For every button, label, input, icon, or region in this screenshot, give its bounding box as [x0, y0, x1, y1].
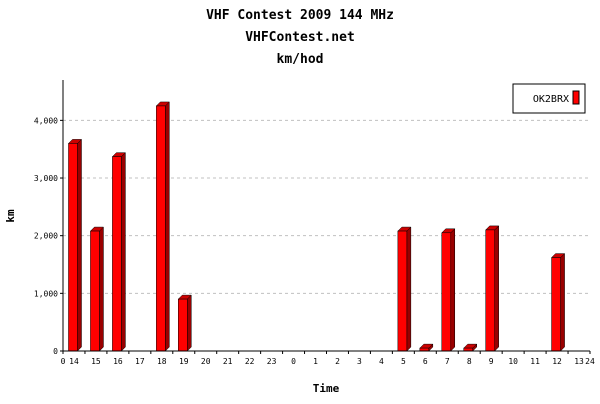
bar-front: [90, 230, 100, 352]
bar-side: [165, 101, 170, 352]
x-tick-label: 23: [267, 357, 277, 366]
bar-side: [560, 252, 565, 352]
legend-swatch: [572, 90, 580, 105]
bar: [397, 226, 412, 352]
x-tick-label: 19: [179, 357, 189, 366]
x-tick-label: 9: [489, 357, 494, 366]
y-tick-label: 4,000: [34, 116, 58, 125]
bar: [111, 152, 126, 352]
bar-side: [77, 138, 82, 352]
bars: [67, 101, 566, 352]
chart-titles: VHF Contest 2009 144 MHz VHFContest.net …: [206, 8, 394, 67]
legend: OK2BRX: [512, 83, 586, 114]
x-tick-label: 15: [91, 357, 101, 366]
bar-front: [178, 298, 188, 352]
x-tick-label: 1: [313, 357, 318, 366]
bar-front: [441, 232, 452, 352]
x-tick-label: 0: [291, 357, 296, 366]
x-tick-label: 13: [574, 357, 584, 366]
x-axis-start-label: 0: [61, 357, 66, 366]
bar: [419, 343, 434, 352]
x-tick-label: 3: [357, 357, 362, 366]
x-tick-label: 10: [508, 357, 518, 366]
bar-front: [68, 143, 78, 352]
bar-side: [406, 226, 412, 352]
x-tick-label: 11: [530, 357, 540, 366]
x-ticks: 14 15 16 17 18 19 20 21 22 23 0 1 2 3 4 5 6 7 8 9 10 11 12 13: [62, 351, 591, 366]
bar: [155, 101, 170, 352]
x-tick-label: 12: [552, 357, 562, 366]
chart-title-line-1: VHF Contest 2009 144 MHz: [206, 8, 394, 23]
bar-front: [485, 229, 495, 352]
x-tick-label: 20: [201, 357, 211, 366]
x-axis-label: Time: [313, 382, 340, 395]
bar: [89, 226, 105, 352]
bar: [441, 228, 456, 352]
bar-side: [99, 226, 104, 352]
chart-title-line-3: km/hod: [277, 52, 324, 67]
x-axis-end-label: 24: [585, 357, 595, 366]
x-tick-label: 7: [445, 357, 450, 366]
bar: [67, 138, 83, 352]
bar-side: [494, 225, 499, 352]
bar-front: [156, 105, 166, 352]
bar: [463, 343, 478, 352]
x-tick-label: 6: [423, 357, 428, 366]
x-tick-label: 8: [467, 357, 472, 366]
y-tick-label: 1,000: [34, 289, 58, 298]
bar-front: [397, 230, 408, 352]
x-tick-label: 2: [335, 357, 340, 366]
x-tick-label: 14: [69, 357, 79, 366]
y-tick-label: 3,000: [34, 174, 58, 183]
bar-front: [551, 257, 561, 352]
bar-side: [450, 228, 456, 352]
x-tick-label: 16: [113, 357, 123, 366]
legend-entry-label: OK2BRX: [533, 94, 569, 105]
x-tick-label: 4: [379, 357, 384, 366]
y-tick-label: 0: [53, 347, 58, 356]
bar: [177, 294, 192, 352]
bar-side: [187, 294, 192, 352]
x-tick-label: 17: [135, 357, 145, 366]
chart-title-line-2: VHFContest.net: [245, 30, 355, 45]
x-tick-label: 5: [401, 357, 406, 366]
bar: [550, 252, 566, 352]
x-tick-label: 21: [223, 357, 233, 366]
bar-front: [112, 156, 122, 352]
bar-side: [121, 152, 126, 352]
grid-lines: [63, 119, 590, 294]
y-axis-label: km: [4, 209, 17, 223]
x-tick-label: 18: [157, 357, 167, 366]
y-tick-label: 2,000: [34, 232, 58, 241]
x-tick-label: 22: [245, 357, 255, 366]
bar: [485, 225, 500, 352]
y-ticks: 0 1,000 2,000 3,000 4,000: [34, 116, 63, 356]
